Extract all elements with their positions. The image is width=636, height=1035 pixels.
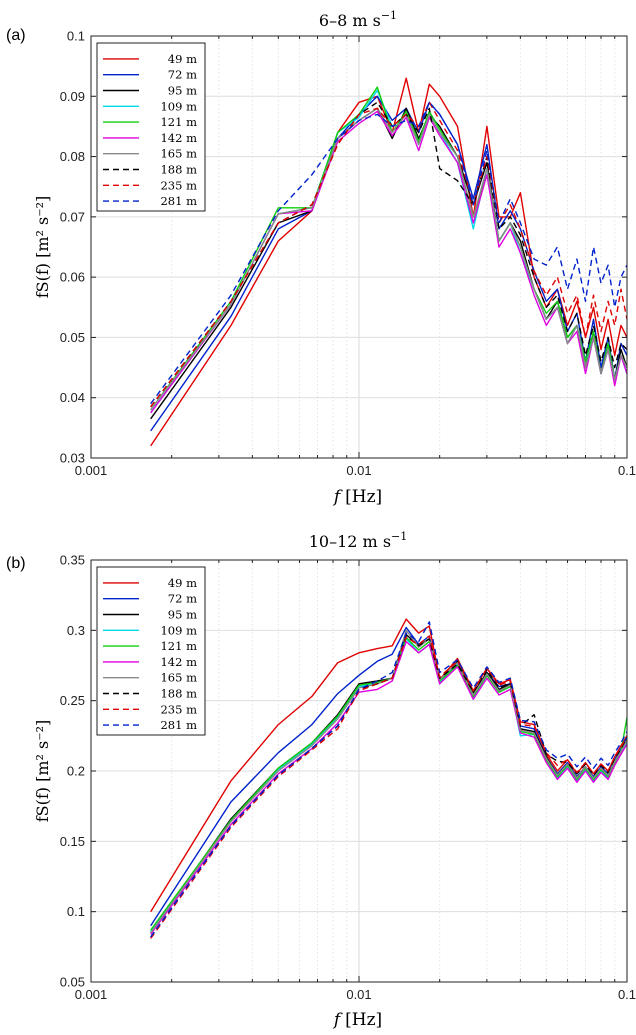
y-tick-label: 0.04 <box>60 390 85 405</box>
legend-label: 235 m <box>160 702 197 716</box>
chart-title-a: 6–8 m s−1 <box>319 9 397 30</box>
panel-label-b: (b) <box>6 555 26 572</box>
y-tick-label: 0.35 <box>60 553 85 568</box>
x-ticks-a: 0.001 0.01 0.1 <box>75 36 636 478</box>
panel-label-a: (a) <box>6 27 26 44</box>
legend-label: 72 m <box>168 592 197 606</box>
legend-label: 109 m <box>160 99 197 113</box>
y-tick-label: 0.08 <box>60 149 85 164</box>
legend-box <box>96 566 206 736</box>
legend-label: 72 m <box>168 68 197 82</box>
legend-box <box>96 42 206 212</box>
y-tick-label: 0.1 <box>67 904 85 919</box>
y-tick-label: 0.09 <box>60 89 85 104</box>
y-axis-label-b: fS(f) [m² s⁻²] <box>33 720 52 823</box>
y-ticks-a: 0.03 0.04 0.05 0.06 0.07 0.08 0.09 0.1 <box>60 29 627 466</box>
x-ticks-b: 0.001 0.01 0.1 <box>75 560 636 1002</box>
series-line-142m <box>150 640 628 935</box>
x-axis-label-b: f [Hz] <box>332 1010 382 1030</box>
series-line-72m <box>150 626 628 927</box>
legend-label: 121 m <box>160 639 197 653</box>
legend-label: 121 m <box>160 115 197 129</box>
y-tick-label: 0.25 <box>60 693 85 708</box>
legend-label: 95 m <box>168 84 197 98</box>
series-line-188m <box>150 635 628 938</box>
y-axis-label-a: fS(f) [m² s⁻²] <box>33 196 52 299</box>
y-tick-label: 0.05 <box>60 330 85 345</box>
series-line-281m <box>150 101 628 405</box>
chart-panel-a: (a) 6–8 m s−1 0.030.040.050.060.070.080.… <box>6 9 636 507</box>
y-tick-label: 0.2 <box>67 764 85 779</box>
y-tick-label: 0.06 <box>60 270 85 285</box>
x-tick-label: 0.1 <box>618 987 636 1002</box>
y-tick-label: 0.07 <box>60 209 85 224</box>
y-tick-label: 0.1 <box>67 29 85 44</box>
y-tick-label: 0.03 <box>60 451 85 466</box>
legend-label: 281 m <box>160 718 197 732</box>
legend-label: 49 m <box>168 52 197 66</box>
legend-label: 142 m <box>160 131 197 145</box>
x-tick-label: 0.1 <box>618 463 636 478</box>
series-group-b <box>150 618 628 939</box>
y-tick-label: 0.15 <box>60 834 85 849</box>
y-tick-label: 0.05 <box>60 975 85 990</box>
y-tick-label: 0.3 <box>67 623 85 638</box>
legend-label: 165 m <box>160 671 197 685</box>
legend-label: 281 m <box>160 194 197 208</box>
x-axis-label-a: f [Hz] <box>332 487 382 507</box>
legend-label: 95 m <box>168 608 197 622</box>
series-line-165m <box>150 629 628 934</box>
legend-label: 235 m <box>160 178 197 192</box>
x-tick-label: 0.001 <box>75 463 108 478</box>
legend-label: 188 m <box>160 163 197 177</box>
x-tick-label: 0.001 <box>75 987 108 1002</box>
legend-label: 188 m <box>160 687 197 701</box>
series-line-165m <box>150 107 628 411</box>
series-line-188m <box>150 101 628 408</box>
chart-title-b: 10–12 m s−1 <box>309 530 408 551</box>
legend-label: 142 m <box>160 655 197 669</box>
series-line-121m <box>150 636 628 931</box>
legend-label: 109 m <box>160 623 197 637</box>
series-line-281m <box>150 621 628 938</box>
series-line-235m <box>150 101 628 408</box>
chart-panel-b: (b) 10–12 m s−1 0.05 0.1 0.15 0.2 0.25 0.3 0.3… <box>6 530 636 1030</box>
x-tick-label: 0.01 <box>346 987 371 1002</box>
series-line-49m <box>150 77 628 447</box>
x-tick-label: 0.01 <box>346 463 371 478</box>
y-ticks-b: 0.05 0.1 0.15 0.2 0.25 0.3 0.35 <box>60 553 627 990</box>
legend-label: 49 m <box>168 576 197 590</box>
series-group-a <box>150 77 628 447</box>
legend-label: 165 m <box>160 147 197 161</box>
series-line-235m <box>150 635 628 939</box>
